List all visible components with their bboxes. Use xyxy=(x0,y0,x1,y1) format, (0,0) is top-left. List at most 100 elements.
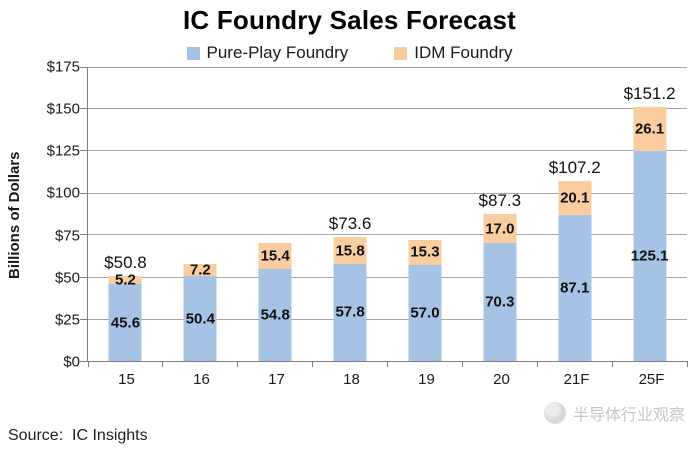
idm-value-label: 26.1 xyxy=(634,120,665,138)
bar-column: 87.1 20.1 $107.2 xyxy=(537,67,612,361)
bar-segment-idm xyxy=(183,264,217,277)
y-tick-mark xyxy=(80,192,87,194)
y-tick-label: $0 xyxy=(63,353,80,371)
legend-label-idm: IDM Foundry xyxy=(414,43,513,62)
bar-column: 50.4 7.2 xyxy=(163,67,238,361)
idm-value-label: 20.1 xyxy=(560,189,590,207)
x-category-label: 21F xyxy=(563,371,590,388)
y-tick-label: $150 xyxy=(46,100,80,118)
chart-region: Billions of Dollars $175 $150 $125 $100 $75 $… xyxy=(0,59,699,371)
pure-play-value-label: 54.8 xyxy=(260,306,290,324)
idm-value-label: 7.2 xyxy=(189,261,211,279)
bar-stack xyxy=(558,180,592,361)
bar-stack xyxy=(408,239,442,361)
idm-value-label: 17.0 xyxy=(485,220,515,238)
x-tick-mark xyxy=(461,361,463,367)
bar-column: 70.3 17.0 $87.3 xyxy=(462,67,537,361)
x-tick-mark xyxy=(87,361,89,367)
bars-layer: 45.6 5.2 $50.8 50.4 7.2 54.8 15.4 57.8 15.8 $73.6… xyxy=(88,67,687,361)
total-value-label: $73.6 xyxy=(328,214,372,234)
idm-value-label: 5.2 xyxy=(115,271,136,289)
x-category-label: 15 xyxy=(118,371,135,388)
gridline xyxy=(88,276,687,278)
bar-column: 57.0 15.3 xyxy=(388,67,463,361)
y-tick-label: $125 xyxy=(46,142,80,160)
gridline xyxy=(88,67,687,68)
legend-label-pure-play: Pure-Play Foundry xyxy=(206,43,349,62)
legend-item-pure-play: Pure-Play Foundry xyxy=(186,43,349,63)
pure-play-value-label: 50.4 xyxy=(185,310,215,328)
total-value-label: $107.2 xyxy=(548,157,601,177)
x-category-label: 19 xyxy=(418,371,435,388)
bar-segment-idm xyxy=(333,237,367,264)
bar-stack xyxy=(108,275,142,361)
y-tick-label: $100 xyxy=(46,184,80,202)
x-tick-mark xyxy=(312,361,314,367)
y-tick-label: $175 xyxy=(46,58,80,76)
y-tick-label: $75 xyxy=(54,227,80,245)
legend: Pure-Play Foundry IDM Foundry xyxy=(0,43,699,63)
y-tick-mark xyxy=(80,108,87,110)
pure-play-value-label: 45.6 xyxy=(110,314,141,332)
gridline xyxy=(88,192,687,194)
y-tick-mark xyxy=(80,276,87,278)
y-tick-mark xyxy=(80,150,87,152)
y-tick-label: $25 xyxy=(54,311,80,329)
bar-segment-idm xyxy=(258,243,292,269)
y-tick-mark xyxy=(80,66,87,68)
pure-play-value-label: 87.1 xyxy=(560,279,590,297)
gridline xyxy=(88,234,687,236)
y-tick-label: $50 xyxy=(54,269,80,287)
y-tick-mark xyxy=(80,360,87,362)
x-tick-mark xyxy=(237,361,239,367)
gridline xyxy=(88,318,687,320)
x-axis-labels: 15 16 17 18 19 20 21F 25F xyxy=(89,371,689,388)
legend-item-idm: IDM Foundry xyxy=(394,43,512,63)
bar-column: 125.1 26.1 $151.2 xyxy=(612,67,687,361)
bar-segment-idm xyxy=(558,180,592,215)
bar-stack xyxy=(333,237,367,361)
watermark: 半导体行业观察 xyxy=(543,401,685,425)
bar-segment-idm xyxy=(408,239,442,266)
total-value-label: $50.8 xyxy=(104,252,147,272)
x-category-label: 17 xyxy=(268,371,285,388)
watermark-text: 半导体行业观察 xyxy=(572,407,685,424)
watermark-logo-icon xyxy=(543,402,566,424)
total-value-label: $87.3 xyxy=(478,191,522,211)
idm-value-label: 15.3 xyxy=(410,243,440,261)
bar-segment-idm xyxy=(633,106,667,151)
bar-segment-pure-play xyxy=(633,150,667,361)
pure-play-swatch-icon xyxy=(186,46,200,60)
pure-play-value-label: 70.3 xyxy=(485,293,515,311)
x-category-label: 20 xyxy=(493,371,510,388)
pure-play-value-label: 57.8 xyxy=(335,303,365,321)
plot-area: 45.6 5.2 $50.8 50.4 7.2 54.8 15.4 57.8 15.8 $73.6… xyxy=(80,66,688,367)
bar-column: 45.6 5.2 $50.8 xyxy=(88,67,163,361)
bar-segment-pure-play xyxy=(483,242,517,361)
bar-stack xyxy=(633,106,667,361)
bar-stack xyxy=(258,243,292,361)
bar-segment-pure-play xyxy=(258,268,292,361)
bar-segment-pure-play xyxy=(333,263,367,361)
pure-play-value-label: 57.0 xyxy=(410,304,440,322)
x-category-label: 16 xyxy=(193,371,210,388)
pure-play-value-label: 125.1 xyxy=(630,247,669,265)
bar-stack xyxy=(483,214,517,361)
idm-value-label: 15.4 xyxy=(260,247,290,265)
x-tick-mark xyxy=(686,361,688,367)
bar-segment-pure-play xyxy=(183,276,217,361)
x-tick-mark xyxy=(387,361,388,367)
y-axis-labels: $175 $150 $125 $100 $75 $50 $25 $0 xyxy=(30,59,87,371)
gridline xyxy=(88,150,687,152)
y-tick-mark xyxy=(80,234,87,236)
y-tick-mark xyxy=(80,318,87,320)
bar-stack xyxy=(183,264,217,361)
x-category-label: 25F xyxy=(638,371,665,388)
gridline xyxy=(88,108,687,110)
x-category-label: 18 xyxy=(343,371,360,388)
page: IC Foundry Sales Forecast Pure-Play Foun… xyxy=(0,5,699,452)
idm-value-label: 15.8 xyxy=(335,242,365,260)
bar-segment-pure-play xyxy=(408,265,442,361)
x-tick-mark xyxy=(611,361,613,367)
bar-segment-idm xyxy=(483,214,517,243)
